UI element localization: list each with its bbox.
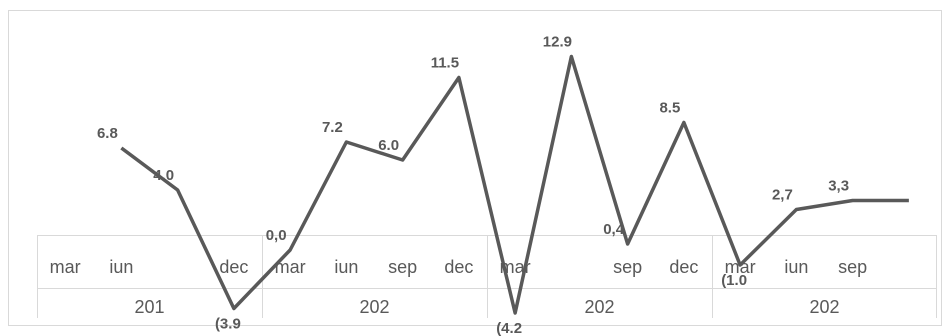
x-tick-label: iun — [109, 257, 133, 277]
series-line — [120, 54, 909, 315]
x-tick-label: sep — [838, 257, 867, 277]
data-label: 6.0 — [378, 137, 399, 154]
data-label: 6.8 — [97, 125, 118, 142]
data-label: 3,3 — [828, 177, 849, 194]
group-label: 202 — [809, 297, 839, 317]
data-label: 2,7 — [772, 186, 793, 203]
data-label: 4.0 — [153, 167, 174, 184]
data-label: 0,0 — [266, 227, 287, 244]
chart-border — [8, 10, 942, 326]
data-label: (4.2 — [496, 320, 522, 336]
x-tick-label: dec — [219, 257, 248, 277]
data-label: (1.0 — [721, 272, 747, 289]
x-tick-label: mar — [725, 257, 756, 277]
data-label: 7.2 — [322, 119, 343, 136]
group-label: 202 — [584, 297, 614, 317]
data-label: 0,4 — [603, 221, 625, 238]
x-tick-label: sep — [388, 257, 417, 277]
group-label: 202 — [359, 297, 389, 317]
data-label: 12.9 — [543, 33, 572, 50]
x-tick-label: dec — [444, 257, 473, 277]
x-tick-label: sep — [613, 257, 642, 277]
data-label: 8.5 — [659, 99, 680, 116]
group-label: 201 — [134, 297, 164, 317]
x-tick-label: iun — [334, 257, 358, 277]
data-label: (3.9 — [215, 315, 241, 332]
x-tick-label: mar — [275, 257, 306, 277]
x-tick-label: mar — [50, 257, 81, 277]
x-tick-label: iun — [784, 257, 808, 277]
data-label: 11.5 — [431, 54, 459, 71]
x-tick-label: dec — [669, 257, 698, 277]
